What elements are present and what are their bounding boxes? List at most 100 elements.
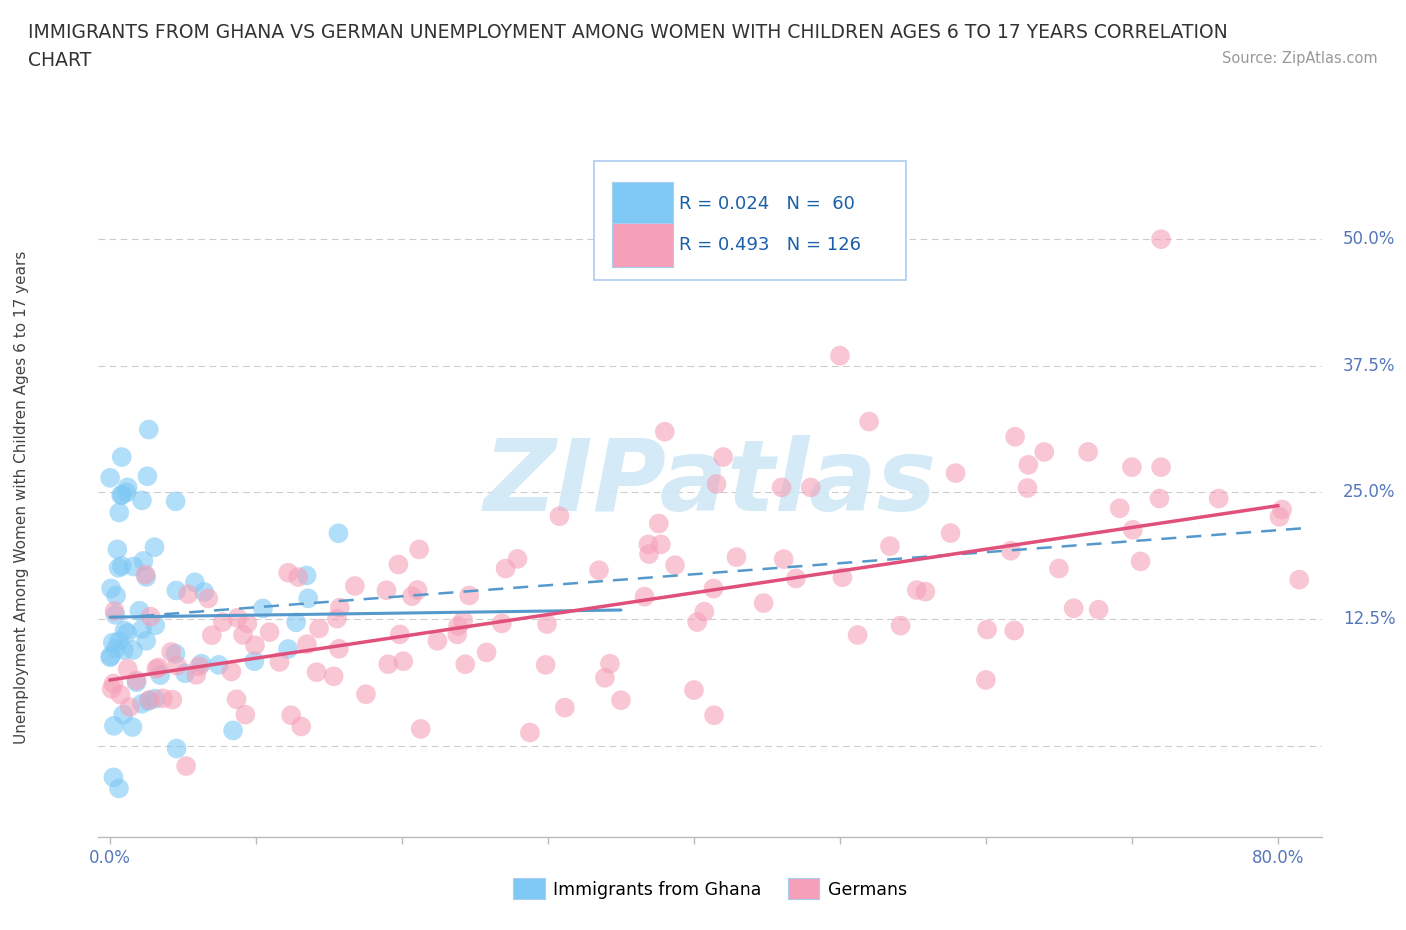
Point [269,655,291,670]
Point [633,590,655,604]
Point [377,657,399,671]
Point [143,539,166,554]
Point [846,628,869,643]
Point [326,611,349,626]
Point [1150,232,1173,246]
Point [225,692,247,707]
Point [388,627,411,642]
Point [447,618,470,633]
Text: R = 0.493   N = 126: R = 0.493 N = 126 [679,236,862,254]
Point [117,625,139,640]
Point [1121,459,1143,474]
Point [277,565,299,580]
Point [858,414,880,429]
Text: Source: ZipAtlas.com: Source: ZipAtlas.com [1222,51,1378,66]
Text: 50.0%: 50.0% [1343,230,1395,248]
Point [554,700,576,715]
Point [664,558,686,573]
Point [375,583,398,598]
Point [110,687,132,702]
Point [121,720,143,735]
Point [451,613,474,628]
Point [110,487,132,502]
Point [112,643,135,658]
Point [446,627,468,642]
Point [519,725,541,740]
Point [285,615,308,630]
Point [638,547,661,562]
Point [1017,481,1039,496]
Point [152,691,174,706]
Point [235,707,257,722]
Point [148,660,170,675]
Point [914,584,936,599]
Point [125,675,148,690]
Point [139,693,162,708]
Point [752,595,775,610]
Point [104,607,127,622]
Point [458,588,481,603]
Point [177,587,200,602]
Point [138,422,160,437]
Point [197,591,219,605]
Point [111,449,134,464]
Point [939,525,962,540]
Point [1129,554,1152,569]
Point [193,585,215,600]
Point [134,567,156,582]
Text: 37.5%: 37.5% [1343,357,1395,375]
Point [117,480,139,495]
Point [328,642,350,657]
Point [800,480,823,495]
Point [408,542,430,557]
Point [295,637,318,652]
Point [1150,459,1173,474]
Point [295,568,318,583]
Point [108,505,131,520]
Point [188,659,211,674]
Point [277,642,299,657]
Point [305,665,328,680]
Point [132,553,155,568]
Point [426,633,449,648]
Point [143,691,166,706]
Text: R = 0.024   N =  60: R = 0.024 N = 60 [679,195,855,213]
Point [1271,502,1294,517]
Point [118,699,141,714]
Point [1122,523,1144,538]
Point [387,557,409,572]
Point [131,697,153,711]
Point [650,537,672,551]
Point [232,628,254,643]
Point [103,676,125,691]
Point [1149,491,1171,506]
Point [190,657,212,671]
Point [162,692,184,707]
Point [974,672,997,687]
Point [1208,491,1230,506]
Point [98,471,121,485]
Point [115,485,138,500]
Point [1063,601,1085,616]
Text: ZIPatlas: ZIPatlas [484,435,936,533]
Point [108,633,131,648]
Point [725,550,748,565]
Point [211,615,233,630]
Point [166,658,188,673]
Point [879,538,901,553]
Point [131,493,153,508]
Point [243,654,266,669]
Point [114,623,136,638]
Point [711,449,734,464]
Point [186,668,208,683]
Point [128,604,150,618]
Point [491,616,513,631]
Point [1033,445,1056,459]
Point [588,563,610,578]
Point [290,719,312,734]
Point [329,600,352,615]
Point [174,759,197,774]
Point [103,604,125,618]
Point [145,661,167,676]
Point [1268,510,1291,525]
